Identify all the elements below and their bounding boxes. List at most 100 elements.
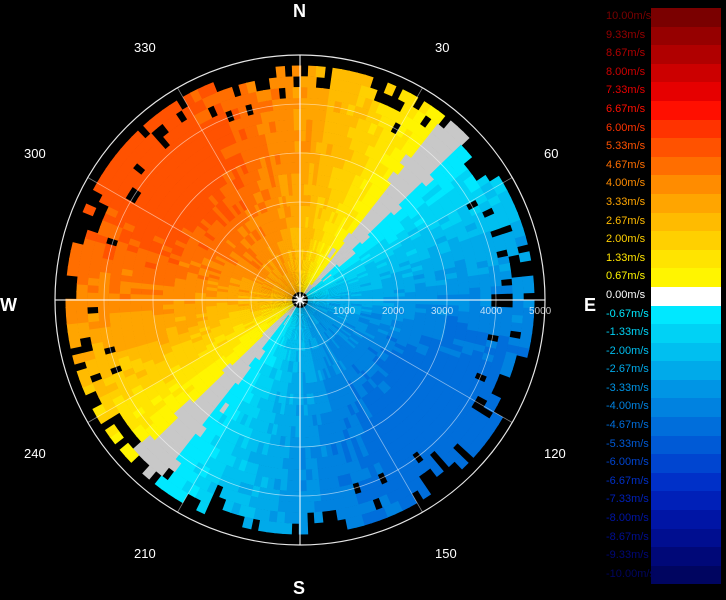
velocity-cell: [194, 292, 207, 297]
velocity-cell: [319, 242, 326, 254]
velocity-cell: [121, 197, 135, 211]
velocity-cell: [268, 344, 277, 355]
velocity-cell: [127, 417, 141, 432]
velocity-cell: [285, 287, 295, 295]
velocity-cell: [375, 102, 388, 116]
velocity-cell: [299, 447, 306, 460]
velocity-cell: [360, 395, 371, 408]
velocity-cell: [388, 218, 401, 230]
velocity-cell: [223, 262, 235, 271]
velocity-cell: [219, 213, 231, 225]
velocity-cell: [288, 284, 296, 294]
velocity-cell: [162, 289, 174, 296]
velocity-cell: [187, 114, 200, 129]
velocity-cell: [279, 218, 286, 230]
velocity-cell: [150, 239, 164, 250]
velocity-cell: [252, 418, 261, 431]
velocity-cell: [425, 195, 438, 208]
velocity-cell: [331, 364, 340, 376]
velocity-cell: [390, 349, 403, 359]
velocity-cell: [202, 334, 214, 343]
velocity-cell: [340, 383, 350, 395]
velocity-cell: [221, 244, 233, 254]
velocity-cell: [197, 270, 210, 278]
velocity-cell: [394, 410, 407, 423]
velocity-cell: [356, 270, 368, 278]
velocity-cell: [182, 366, 196, 377]
velocity-cell: [354, 265, 366, 274]
velocity-cell: [208, 346, 221, 356]
velocity-cell: [316, 286, 328, 293]
velocity-cell: [280, 468, 289, 481]
velocity-cell: [433, 230, 446, 241]
velocity-cell: [283, 141, 291, 153]
velocity-cell: [445, 230, 458, 242]
velocity-cell: [291, 216, 296, 228]
velocity-cell: [234, 229, 245, 241]
velocity-cell: [292, 469, 300, 481]
velocity-cell: [258, 351, 268, 362]
velocity-cell: [387, 260, 400, 269]
velocity-cell: [334, 420, 343, 433]
velocity-cell: [466, 406, 481, 421]
velocity-cell: [374, 188, 386, 201]
velocity-cell: [445, 187, 460, 200]
velocity-cell: [355, 229, 366, 241]
velocity-cell: [393, 303, 406, 308]
velocity-cell: [300, 173, 306, 185]
legend-entry: -2.00m/s: [606, 342, 721, 362]
velocity-cell: [289, 361, 294, 373]
velocity-cell: [347, 172, 357, 185]
velocity-cell: [423, 454, 437, 469]
velocity-cell: [306, 287, 316, 296]
velocity-cell: [160, 346, 173, 356]
velocity-cell: [188, 328, 201, 336]
velocity-cell: [176, 264, 189, 273]
velocity-cell: [307, 302, 319, 307]
velocity-cell: [316, 285, 327, 292]
velocity-cell: [304, 162, 311, 174]
velocity-cell: [343, 182, 353, 195]
velocity-cell: [244, 392, 254, 405]
velocity-cell: [301, 270, 305, 282]
velocity-cell: [189, 357, 202, 368]
velocity-cell: [186, 169, 199, 182]
velocity-cell: [274, 283, 285, 291]
velocity-cell: [371, 200, 383, 212]
velocity-cell: [240, 150, 251, 163]
velocity-cell: [178, 192, 191, 205]
velocity-cell: [211, 396, 223, 409]
velocity-cell: [180, 479, 194, 494]
velocity-cell: [294, 426, 300, 438]
velocity-cell: [181, 413, 194, 427]
velocity-cell: [330, 166, 339, 179]
velocity-cell: [152, 354, 165, 365]
velocity-cell: [285, 371, 290, 383]
velocity-cell: [237, 293, 250, 297]
velocity-cell: [373, 255, 386, 264]
velocity-cell: [159, 199, 173, 212]
velocity-cell: [319, 445, 328, 458]
legend-swatch: [651, 286, 721, 306]
velocity-cell: [320, 357, 328, 369]
velocity-cell: [380, 364, 392, 376]
legend-entry: 2.67m/s: [606, 212, 721, 232]
velocity-cell: [471, 418, 486, 433]
velocity-cell: [458, 300, 470, 307]
velocity-cell: [154, 229, 168, 240]
velocity-cell: [225, 333, 238, 342]
velocity-cell: [169, 185, 183, 198]
velocity-cell: [272, 306, 283, 313]
velocity-cell: [462, 216, 476, 228]
velocity-cell: [119, 305, 131, 313]
velocity-cell: [477, 388, 492, 401]
velocity-cell: [256, 336, 266, 347]
velocity-cell: [301, 307, 304, 319]
velocity-cell: [281, 359, 288, 372]
velocity-cell: [158, 436, 173, 451]
velocity-cell: [302, 281, 306, 293]
velocity-cell: [314, 280, 324, 289]
velocity-cell: [307, 65, 318, 78]
velocity-cell: [159, 149, 173, 163]
velocity-cell: [428, 220, 441, 232]
